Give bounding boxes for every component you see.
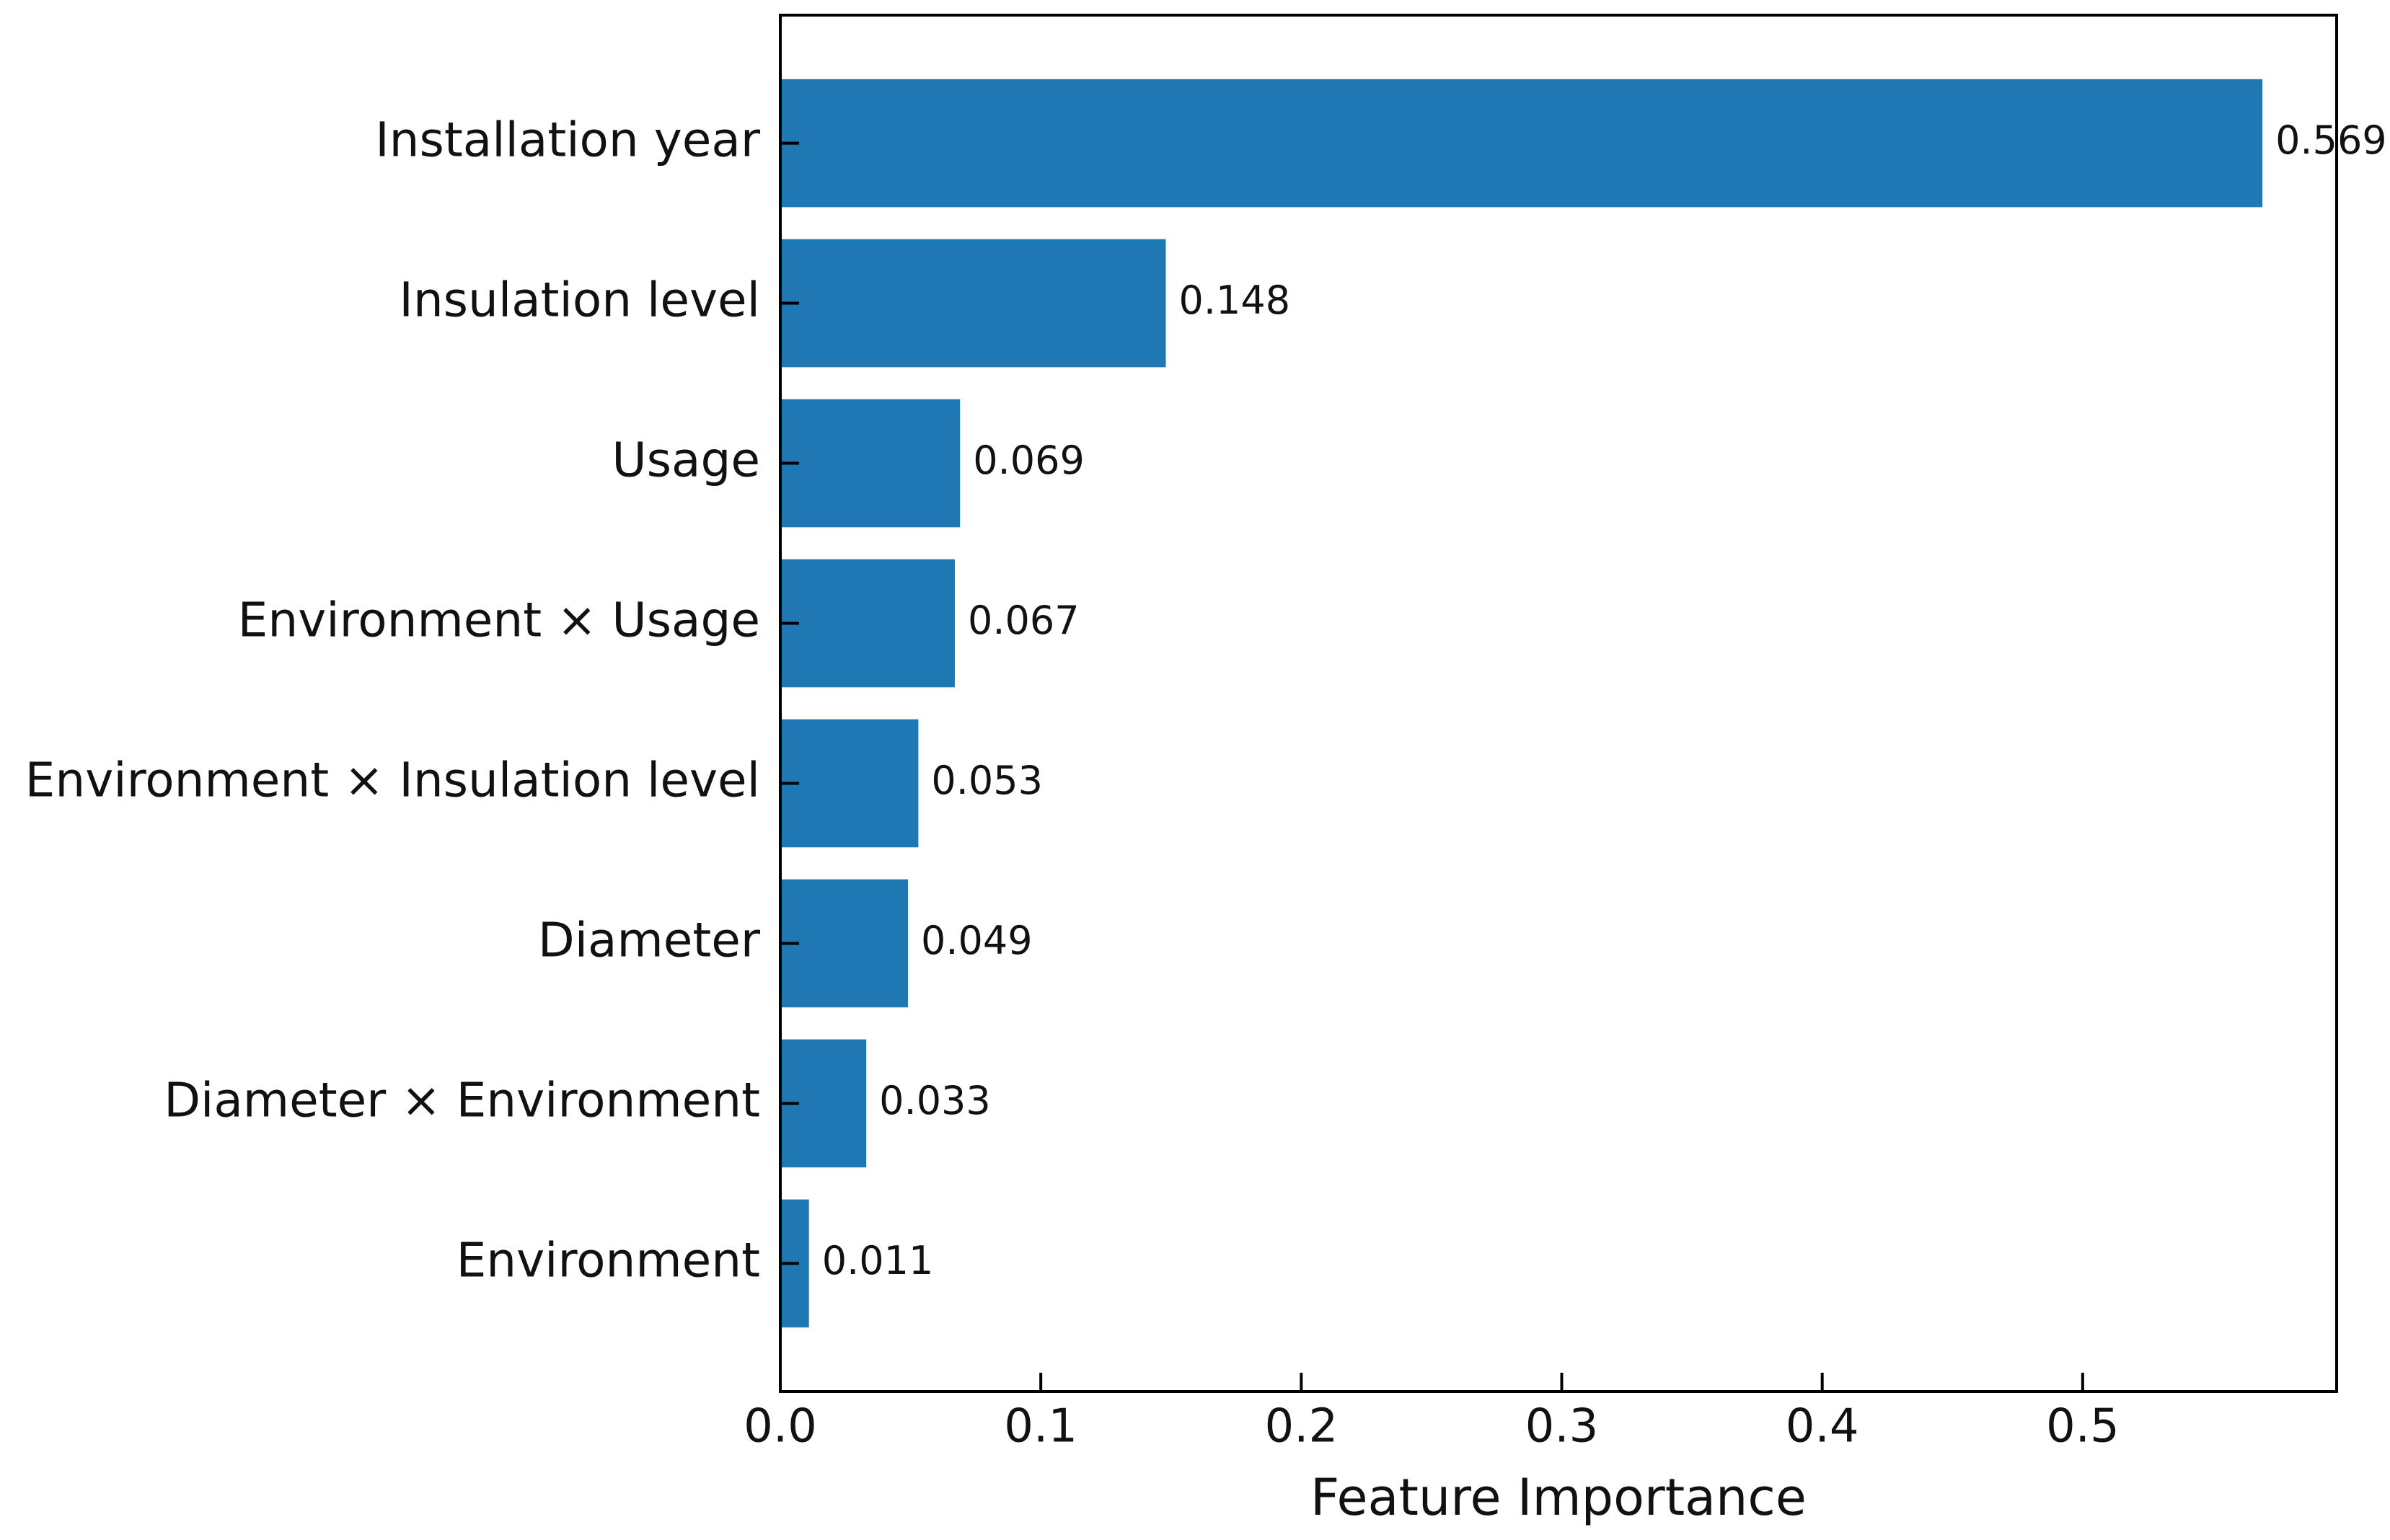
x-axis-label: Feature Importance <box>1310 1468 1807 1527</box>
value-label: 0.067 <box>968 598 1080 643</box>
bar <box>780 719 919 848</box>
value-label: 0.033 <box>879 1078 991 1123</box>
y-tick-label: Insulation level <box>399 273 760 328</box>
bar <box>780 879 908 1008</box>
bar <box>780 79 2263 208</box>
bar <box>780 559 955 688</box>
x-tick-label: 0.1 <box>1004 1400 1077 1453</box>
value-label: 0.569 <box>2275 118 2387 163</box>
plot-frame <box>779 14 2338 1393</box>
y-tick-label: Environment <box>457 1232 760 1288</box>
y-tick-label: Usage <box>612 433 760 488</box>
x-tick-label: 0.3 <box>1525 1400 1599 1453</box>
value-label: 0.069 <box>973 438 1085 483</box>
y-tick-label: Environment × Usage <box>238 593 760 648</box>
value-label: 0.011 <box>822 1238 934 1283</box>
x-tick-label: 0.4 <box>1786 1400 1859 1453</box>
x-tick-label: 0.0 <box>744 1400 817 1453</box>
value-label: 0.049 <box>921 918 1033 963</box>
y-tick-label: Installation year <box>375 112 761 168</box>
x-tick-label: 0.2 <box>1264 1400 1338 1453</box>
x-tick-label: 0.5 <box>2046 1400 2120 1453</box>
bar <box>780 399 961 528</box>
y-tick-label: Environment × Insulation level <box>25 753 760 808</box>
y-tick-label: Diameter × Environment <box>164 1073 760 1128</box>
value-label: 0.053 <box>931 758 1043 803</box>
value-label: 0.148 <box>1179 278 1291 323</box>
y-tick-label: Diameter <box>538 913 761 968</box>
bar <box>780 239 1166 368</box>
